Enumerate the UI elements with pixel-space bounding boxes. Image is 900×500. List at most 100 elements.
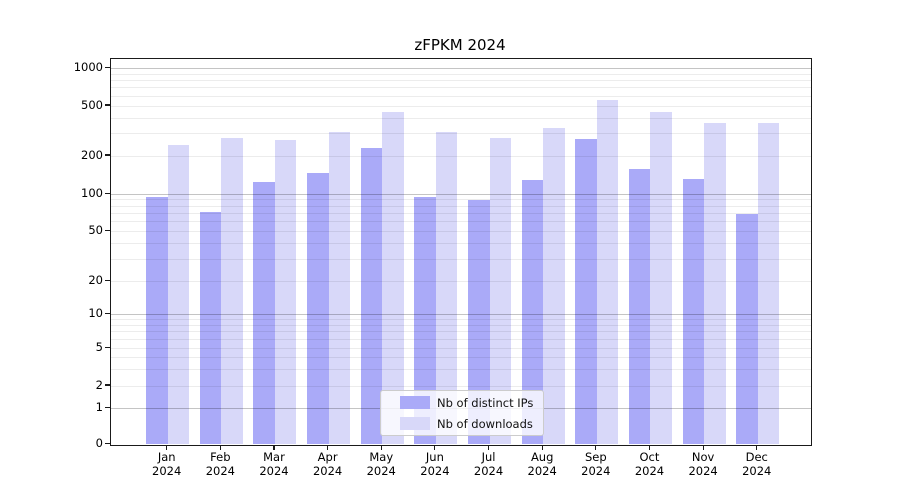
- bar-distinct-ips-jul: [468, 199, 490, 445]
- y-tick-label: 0: [95, 436, 103, 450]
- bar-distinct-ips-sep: [575, 139, 597, 445]
- plot-area: [110, 58, 812, 446]
- legend-item-distinct-ips: Nb of distinct IPs: [381, 392, 543, 413]
- gridline-minor: [111, 347, 811, 349]
- y-tick-label: 5: [95, 339, 103, 354]
- x-tick-label: Oct 2024: [634, 450, 665, 478]
- gridline-minor: [111, 356, 811, 358]
- bar-downloads-apr: [328, 131, 351, 445]
- gridline-major: [111, 193, 811, 195]
- y-tick-label: 200: [81, 147, 103, 162]
- legend-label-distinct-ips: Nb of distinct IPs: [437, 395, 534, 410]
- bar-downloads-feb: [221, 138, 243, 445]
- x-tick-label: Aug 2024: [527, 450, 557, 478]
- x-tick-mark: [702, 445, 704, 450]
- bar-downloads-mar: [274, 140, 297, 445]
- gridline-minor: [111, 281, 811, 283]
- y-tick-label: 20: [88, 273, 103, 288]
- y-tick-mark: [105, 407, 110, 409]
- x-tick-label: Nov 2024: [688, 450, 718, 478]
- gridline-minor: [111, 368, 811, 370]
- x-tick-mark: [166, 445, 168, 450]
- x-tick-label: Sep 2024: [581, 450, 611, 478]
- gridline-minor: [111, 199, 811, 201]
- x-tick-label: Mar 2024: [259, 450, 289, 478]
- y-tick-mark: [105, 192, 110, 194]
- x-tick-mark: [648, 445, 651, 450]
- bar-downloads-jan: [167, 145, 190, 445]
- bar-downloads-aug: [543, 128, 565, 445]
- gridline-minor: [111, 117, 811, 119]
- y-tick-label: 2: [95, 377, 103, 392]
- gridline-minor: [111, 105, 811, 107]
- legend-item-downloads: Nb of downloads: [381, 413, 543, 434]
- y-tick-mark: [105, 346, 110, 348]
- x-tick-mark: [327, 445, 329, 450]
- gridline-minor: [111, 155, 811, 157]
- x-tick-mark: [380, 445, 382, 450]
- bar-distinct-ips-mar: [253, 181, 275, 445]
- gridline-minor: [111, 87, 811, 89]
- legend-swatch-distinct-ips-icon: [400, 396, 430, 409]
- gridline-minor: [111, 338, 811, 340]
- gridline-minor: [111, 318, 811, 320]
- y-tick-mark: [105, 66, 110, 68]
- bar-downloads-sep: [596, 99, 619, 445]
- gridline-minor: [111, 331, 811, 333]
- x-tick-mark: [487, 445, 490, 450]
- bar-downloads-may: [382, 111, 404, 445]
- bar-distinct-ips-apr: [307, 173, 329, 445]
- gridline-minor: [111, 324, 811, 326]
- legend-swatch-downloads-icon: [400, 417, 430, 430]
- gridline-minor: [111, 79, 811, 81]
- gridline-minor: [111, 259, 811, 261]
- bar-downloads-dec: [757, 123, 780, 445]
- y-tick-mark: [105, 104, 110, 106]
- bar-downloads-jun: [435, 132, 458, 445]
- chart-title: zFPKM 2024: [414, 36, 506, 54]
- x-tick-label: Jan 2024: [152, 450, 182, 478]
- bar-distinct-ips-jan: [146, 197, 168, 445]
- x-tick-mark: [219, 445, 221, 450]
- bar-distinct-ips-dec: [736, 213, 758, 445]
- gridline-minor: [111, 133, 811, 135]
- bar-distinct-ips-feb: [199, 212, 222, 445]
- y-tick-mark: [105, 384, 110, 386]
- y-tick-mark: [105, 230, 110, 232]
- gridline-minor: [111, 385, 811, 387]
- gridline-major: [111, 67, 811, 69]
- y-tick-label: 500: [81, 97, 103, 112]
- grid-layer: [111, 59, 811, 445]
- bar-distinct-ips-nov: [682, 178, 705, 445]
- y-tick-label: 10: [88, 305, 103, 320]
- y-tick-label: 100: [81, 185, 103, 200]
- bar-downloads-jul: [489, 138, 512, 445]
- bar-distinct-ips-jun: [414, 196, 436, 445]
- legend: Nb of distinct IPs Nb of downloads: [380, 390, 544, 436]
- x-tick-mark: [756, 445, 758, 450]
- gridline-minor: [111, 243, 811, 245]
- bar-downloads-oct: [650, 111, 672, 445]
- gridline-minor: [111, 95, 811, 97]
- bar-distinct-ips-oct: [628, 168, 651, 445]
- x-tick-mark: [541, 445, 543, 450]
- bar-distinct-ips-aug: [521, 179, 544, 445]
- bar-distinct-ips-may: [360, 147, 383, 445]
- y-tick-label: 1000: [73, 59, 103, 74]
- gridline-minor: [111, 73, 811, 75]
- x-tick-label: May 2024: [366, 450, 396, 478]
- x-tick-label: Jun 2024: [420, 450, 450, 478]
- gridline-minor: [111, 205, 811, 207]
- y-tick-mark: [105, 154, 110, 156]
- y-tick-mark: [105, 442, 110, 445]
- gridline-minor: [111, 221, 811, 223]
- y-tick-mark: [105, 280, 110, 282]
- x-tick-label: Feb 2024: [205, 450, 235, 478]
- x-tick-label: Jul 2024: [473, 450, 504, 478]
- gridline-minor: [111, 213, 811, 215]
- x-tick-label: Apr 2024: [312, 450, 343, 478]
- legend-label-downloads: Nb of downloads: [437, 416, 533, 431]
- x-tick-mark: [273, 445, 275, 450]
- y-tick-mark: [105, 312, 110, 314]
